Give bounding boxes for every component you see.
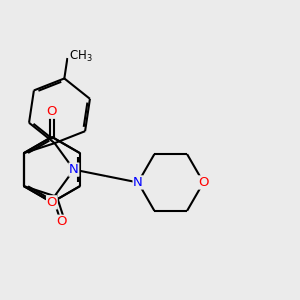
Text: O: O (57, 215, 67, 228)
Text: CH$_3$: CH$_3$ (69, 49, 93, 64)
Text: N: N (133, 176, 143, 189)
Text: O: O (46, 196, 57, 209)
Text: O: O (198, 176, 209, 189)
Text: N: N (69, 163, 79, 176)
Text: O: O (46, 105, 57, 118)
